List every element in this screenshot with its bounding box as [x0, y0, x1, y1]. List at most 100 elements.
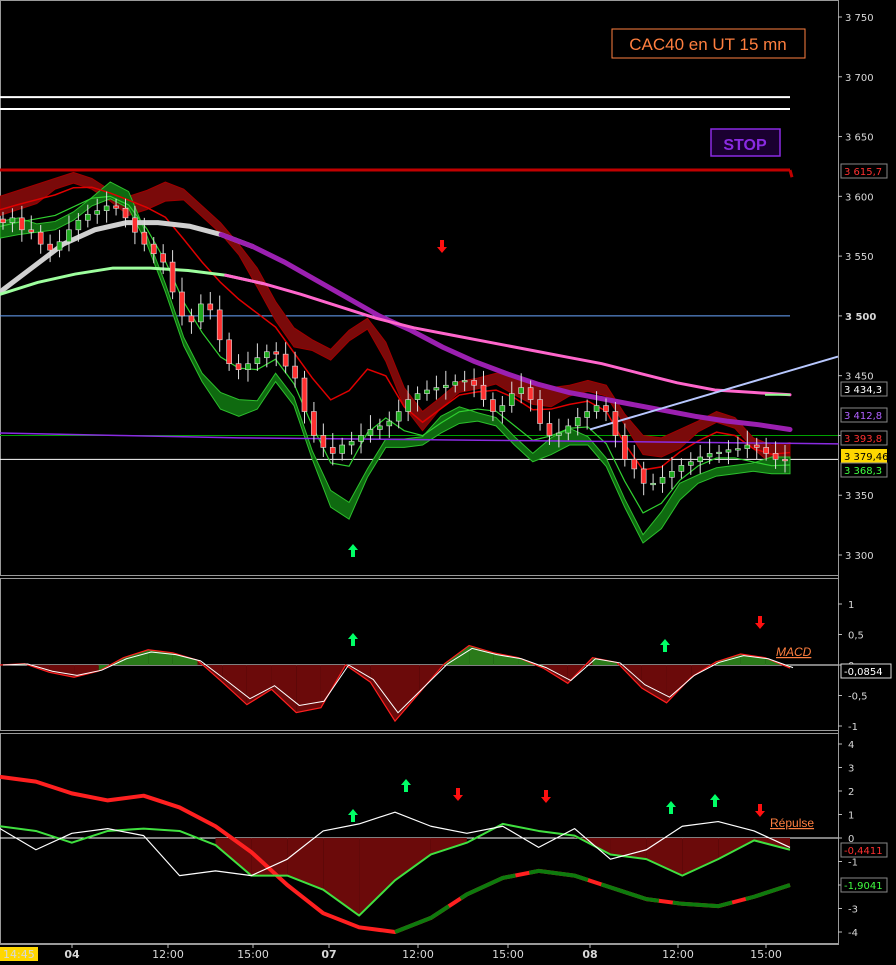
price-tag-box [840, 430, 888, 446]
x-tick-label: 12:00 [402, 948, 434, 961]
candle [443, 384, 449, 388]
candle [490, 399, 496, 412]
repulse-pane [0, 774, 838, 934]
candle [28, 229, 35, 233]
candle [395, 411, 402, 422]
price-tag: 3 412,8 [840, 407, 888, 423]
macd-area [641, 665, 667, 703]
candle [320, 435, 327, 448]
macd-value-tag: -0,0854 [840, 663, 892, 679]
candle [75, 219, 82, 231]
candle [188, 315, 195, 323]
repulse-slow-line [394, 868, 791, 934]
candle [753, 444, 760, 448]
x-tick-label: 12:00 [662, 948, 694, 961]
candle [245, 363, 251, 370]
candle [169, 261, 176, 293]
price-pane [0, 96, 839, 544]
x-tick-label: 15:00 [237, 948, 269, 961]
candle [377, 425, 383, 430]
candle [744, 444, 751, 449]
candle [9, 217, 16, 223]
annotations: CAC40 en UT 15 mn STOP MACD Répulse [348, 28, 814, 830]
repulse-line [0, 811, 791, 877]
repulse-area [359, 838, 395, 916]
macd-value-box [840, 663, 892, 679]
stop-box [710, 128, 781, 157]
buy-signal-arrow [348, 633, 358, 646]
candle [640, 468, 647, 484]
y-tick-label: 3 750 [845, 13, 874, 24]
candle [254, 357, 261, 365]
candle [113, 205, 119, 209]
candle [235, 363, 242, 370]
repulse-tick-label: 4 [848, 740, 854, 751]
buy-signal-arrow [666, 801, 676, 814]
buy-signal-arrow [710, 794, 720, 807]
candle [593, 405, 600, 412]
price-tag-box [841, 449, 887, 463]
candle [725, 449, 732, 453]
price-tag-label: 3 412,8 [844, 411, 882, 422]
candle [574, 417, 581, 427]
candle [480, 384, 487, 400]
price-tag-box [840, 381, 888, 397]
price-tag: 3 368,3 [840, 462, 888, 478]
repulse-tick-label: 2 [848, 787, 854, 798]
macd-signal-line [2, 647, 794, 714]
candle [622, 435, 628, 460]
candle [735, 448, 741, 451]
macd-tick-label: -1 [848, 722, 858, 733]
title-box [611, 28, 806, 59]
moving-average-line [0, 266, 265, 296]
candle [782, 459, 788, 462]
candle [37, 231, 44, 245]
macd-area [493, 652, 519, 665]
price-tag-label: 3 368,3 [844, 466, 882, 477]
candle [150, 243, 157, 255]
candle [499, 405, 506, 412]
moving-average-line [0, 220, 256, 295]
macd-area [123, 649, 149, 665]
buy-signal-arrow [401, 779, 411, 792]
repulse-tick-label: -1 [848, 858, 858, 869]
macd-area [469, 645, 494, 665]
candle [207, 303, 214, 311]
macd-area [296, 665, 321, 713]
candle [348, 441, 355, 446]
price-tag: 3 393,8 [840, 430, 888, 446]
sell-signal-arrow [453, 788, 463, 801]
repulse-tick-label: -3 [848, 905, 858, 916]
price-tag-label: 3 379,46 [844, 452, 889, 463]
repulse-value-box [840, 877, 888, 893]
sell-signal-arrow [437, 240, 447, 253]
repulse-value-tag: -1,9041 [840, 877, 888, 893]
candle [56, 241, 63, 251]
candle [386, 420, 393, 427]
candle [678, 465, 685, 472]
repulse-line [0, 822, 791, 917]
candle [282, 353, 289, 367]
moving-average-line [0, 432, 839, 445]
level-line-red-end [788, 169, 794, 178]
buy-signal-arrow [660, 639, 670, 652]
price-tag-label: 3 393,8 [844, 434, 882, 445]
candle [631, 459, 638, 470]
macd-area [74, 665, 99, 678]
price-tag-label: 3 434,3 [844, 385, 882, 396]
repulse-tick-label: 0 [848, 834, 854, 845]
repulse-label: Répulse [770, 816, 814, 830]
candle [292, 365, 298, 379]
y-tick-label: 3 300 [845, 551, 874, 562]
y-tick-label: 3 650 [845, 133, 874, 144]
x-tick-label: 15:00 [492, 948, 524, 961]
candle [772, 453, 779, 460]
chart-title: CAC40 en UT 15 mn [629, 35, 786, 54]
repulse-area [646, 838, 683, 876]
candle [103, 205, 110, 211]
candle [94, 210, 101, 215]
candle [518, 387, 524, 394]
macd-line [0, 644, 791, 723]
